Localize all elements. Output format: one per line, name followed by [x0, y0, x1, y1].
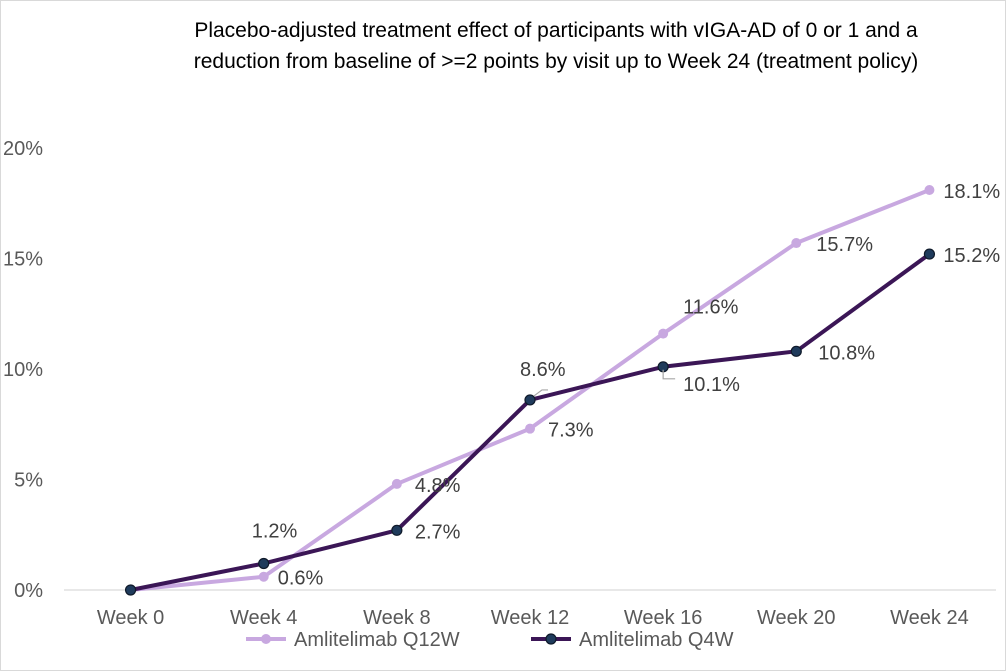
y-tick-label: 0% — [14, 580, 43, 602]
data-point-q12w — [791, 238, 802, 249]
y-tick-label: 15% — [3, 249, 43, 271]
label-leader-line — [533, 389, 548, 397]
data-point-q4w — [124, 584, 137, 596]
data-point-q12w — [924, 184, 935, 195]
data-label-q12w: 15.7% — [816, 234, 873, 256]
chart-title-line-1: Placebo-adjusted treatment effect of par… — [194, 19, 918, 42]
data-point-q12w — [391, 478, 402, 489]
data-label-q12w: 18.1% — [943, 181, 1000, 203]
series-line-q12w — [128, 187, 932, 592]
data-label-q4w: 15.2% — [943, 245, 1000, 267]
data-point-q12w — [658, 328, 669, 339]
chart-title: Placebo-adjusted treatment effect of par… — [141, 15, 971, 77]
data-label-q4w: 1.2% — [252, 520, 298, 542]
legend-label: Amlitelimab Q12W — [294, 629, 460, 651]
x-tick-label: Week 0 — [97, 607, 164, 629]
x-tick-label: Week 12 — [491, 607, 570, 629]
data-label-q4w: 10.8% — [818, 342, 875, 364]
data-label-q12w: 7.3% — [548, 420, 594, 442]
chart-title-line-2: reduction from baseline of >=2 points by… — [193, 50, 919, 73]
series-line-q4w — [128, 252, 932, 592]
data-point-q4w — [258, 557, 270, 570]
x-tick-label: Week 8 — [363, 607, 430, 629]
y-tick-label: 5% — [14, 470, 43, 492]
y-tick-label: 20% — [3, 138, 43, 160]
data-point-q4w — [524, 394, 536, 406]
data-point-q12w — [525, 423, 535, 434]
x-tick-label: Week 24 — [890, 607, 969, 629]
legend-swatch-marker — [261, 634, 271, 644]
data-label-q12w: 11.6% — [683, 297, 738, 319]
data-point-q4w — [391, 524, 403, 536]
data-label-q4w: 8.6% — [520, 359, 566, 381]
data-label-q12w: 0.6% — [278, 568, 324, 590]
legend-swatch-marker — [545, 633, 557, 645]
x-tick-label: Week 16 — [624, 607, 703, 629]
data-point-q12w — [258, 571, 269, 582]
legend-label: Amlitelimab Q4W — [579, 629, 734, 651]
y-tick-label: 10% — [3, 359, 43, 381]
data-label-q4w: 2.7% — [415, 521, 461, 543]
data-point-q4w — [923, 248, 936, 260]
data-point-q4w — [790, 345, 802, 357]
data-label-q12w: 4.8% — [415, 475, 461, 497]
data-label-q4w: 10.1% — [683, 374, 740, 396]
x-tick-label: Week 4 — [230, 607, 297, 629]
x-tick-label: Week 20 — [757, 607, 836, 629]
label-leader-line — [662, 369, 676, 380]
